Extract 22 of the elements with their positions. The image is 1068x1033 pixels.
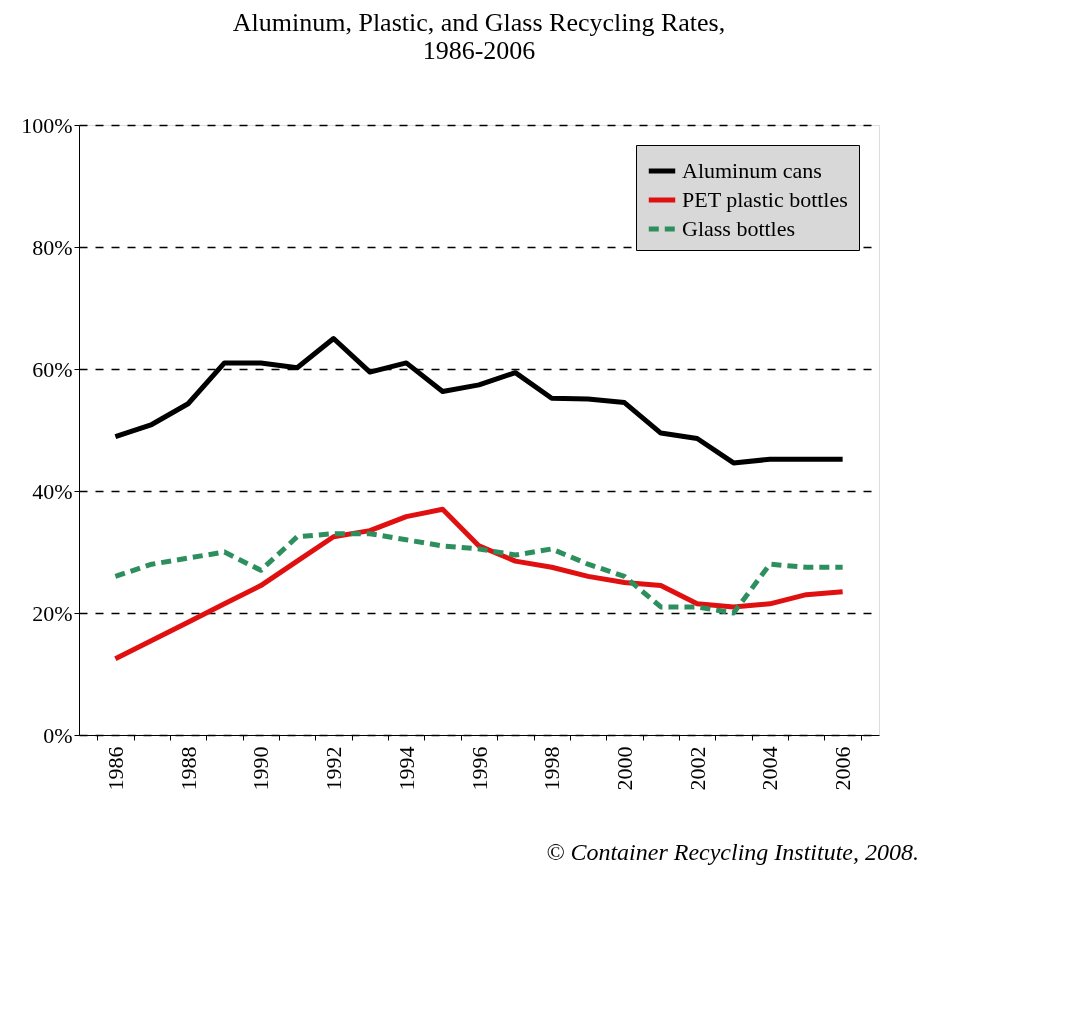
x-tick-label: 2000: [611, 746, 637, 791]
y-tick-label: 100%: [21, 112, 73, 138]
x-tick-label: 2006: [830, 746, 856, 791]
legend-label: PET plastic bottles: [682, 187, 848, 212]
x-tick-label: 1992: [321, 746, 347, 791]
text: © Container Recycling Institute, 2008.: [546, 839, 919, 865]
chart-title: Aluminum, Plastic, and Glass Recycling Rates, 1986-2006: [232, 8, 726, 65]
x-tick-label: 1986: [102, 746, 128, 791]
legend-label: Aluminum cans: [682, 158, 822, 183]
y-tick-label: 40%: [32, 478, 73, 504]
x-tick-label: 1994: [393, 746, 419, 791]
x-tick-label: 1996: [466, 746, 492, 791]
y-tick-label: 20%: [32, 600, 73, 626]
x-tick-label: 2004: [757, 746, 783, 791]
legend-label: Glass bottles: [682, 216, 796, 241]
y-tick-label: 80%: [32, 234, 73, 260]
y-tick-label: 60%: [32, 356, 73, 382]
x-tick-label: 1998: [539, 746, 565, 791]
y-tick-label: 0%: [43, 722, 73, 748]
x-tick-label: 1990: [248, 746, 274, 791]
x-tick-label: 2002: [684, 746, 710, 791]
x-tick-label: 1988: [175, 746, 201, 791]
